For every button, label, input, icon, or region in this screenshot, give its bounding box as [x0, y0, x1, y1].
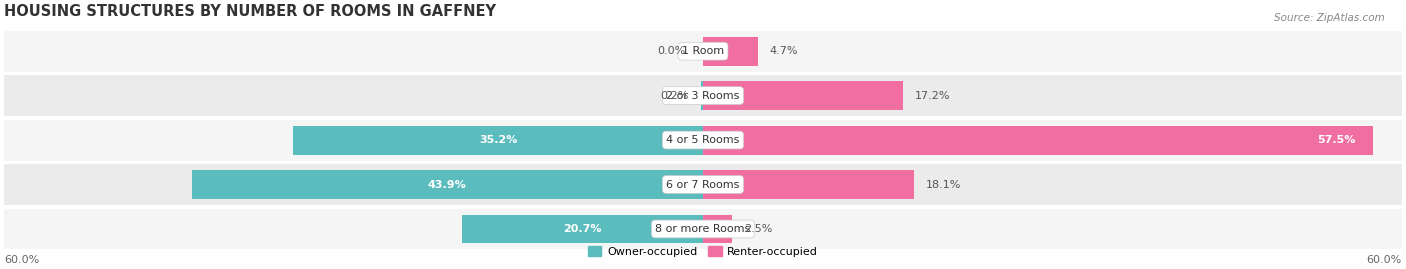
Text: 57.5%: 57.5% — [1317, 135, 1355, 145]
Text: 18.1%: 18.1% — [925, 179, 960, 190]
Text: 6 or 7 Rooms: 6 or 7 Rooms — [666, 179, 740, 190]
Bar — [700, 81, 703, 110]
Text: 8 or more Rooms: 8 or more Rooms — [655, 224, 751, 234]
Text: 2.5%: 2.5% — [744, 224, 772, 234]
Text: 1 Room: 1 Room — [682, 46, 724, 56]
Text: 4 or 5 Rooms: 4 or 5 Rooms — [666, 135, 740, 145]
Bar — [4, 75, 1402, 116]
Bar — [191, 170, 703, 199]
Text: 35.2%: 35.2% — [479, 135, 517, 145]
Bar — [4, 164, 1402, 205]
Bar — [703, 170, 914, 199]
Text: Source: ZipAtlas.com: Source: ZipAtlas.com — [1274, 13, 1385, 23]
Bar — [463, 214, 703, 243]
Bar — [703, 37, 758, 66]
Text: 60.0%: 60.0% — [1367, 255, 1402, 265]
Text: 2 or 3 Rooms: 2 or 3 Rooms — [666, 91, 740, 101]
Bar — [4, 120, 1402, 161]
Bar — [292, 126, 703, 154]
Text: 43.9%: 43.9% — [427, 179, 467, 190]
Bar — [703, 81, 903, 110]
Text: HOUSING STRUCTURES BY NUMBER OF ROOMS IN GAFFNEY: HOUSING STRUCTURES BY NUMBER OF ROOMS IN… — [4, 4, 496, 19]
Bar — [703, 214, 733, 243]
Bar — [4, 208, 1402, 249]
Text: 0.0%: 0.0% — [657, 46, 686, 56]
Text: 20.7%: 20.7% — [564, 224, 602, 234]
Text: 4.7%: 4.7% — [769, 46, 797, 56]
Bar — [703, 126, 1372, 154]
Bar — [4, 31, 1402, 72]
Legend: Owner-occupied, Renter-occupied: Owner-occupied, Renter-occupied — [583, 242, 823, 262]
Text: 0.2%: 0.2% — [661, 91, 689, 101]
Text: 60.0%: 60.0% — [4, 255, 39, 265]
Text: 17.2%: 17.2% — [915, 91, 950, 101]
